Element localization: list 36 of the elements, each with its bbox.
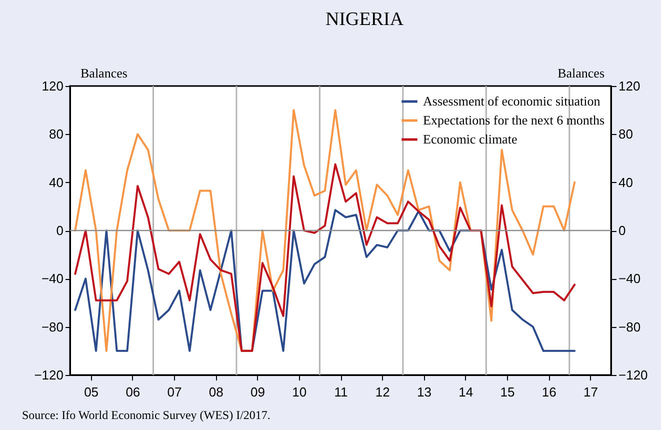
x-tick-label: 15	[500, 384, 515, 400]
y2-tick-label: 80	[618, 126, 633, 142]
y-tick-label: 0	[56, 223, 64, 238]
y-tick-label: 80	[49, 126, 64, 142]
line-series	[74, 209, 576, 352]
y2-axis-title: Balances	[558, 66, 604, 80]
y2-tick-label: −80	[618, 319, 641, 334]
x-tick-label: 07	[167, 384, 182, 400]
legend-label: Expectations for the next 6 months	[423, 112, 605, 128]
x-tick-label: 12	[375, 384, 390, 400]
y-tick-label: 120	[42, 78, 64, 94]
y2-tick-label: −40	[618, 271, 641, 286]
x-tick-label: 06	[126, 384, 140, 400]
line-series	[74, 163, 576, 352]
source-note: Source: Ifo World Economic Survey (WES) I/2017.	[22, 408, 270, 422]
x-tick-label: 13	[416, 384, 432, 400]
y2-tick-label: 40	[618, 174, 633, 190]
y-tick-label: −80	[41, 319, 64, 334]
x-tick-label: 14	[458, 384, 474, 400]
legend-label: Assessment of economic situation	[423, 94, 601, 108]
x-tick-label: 08	[208, 384, 224, 400]
y-tick-label: −120	[34, 368, 64, 382]
x-tick-label: 09	[250, 384, 266, 400]
x-tick-label: 16	[542, 384, 556, 400]
y-tick-label: 40	[49, 174, 64, 190]
y-tick-label: −40	[41, 271, 64, 286]
y2-tick-label: −120	[618, 368, 648, 382]
x-tick-label: 17	[583, 384, 598, 400]
y2-tick-label: 120	[618, 78, 640, 94]
x-tick-label: 05	[84, 384, 99, 400]
x-tick-label: 11	[334, 384, 348, 400]
x-tick-label: 10	[292, 384, 307, 400]
chart-title: NIGERIA	[325, 9, 404, 30]
y-axis-title: Balances	[80, 66, 128, 80]
y2-tick-label: 0	[618, 223, 626, 238]
legend-label: Economic climate	[423, 132, 518, 146]
